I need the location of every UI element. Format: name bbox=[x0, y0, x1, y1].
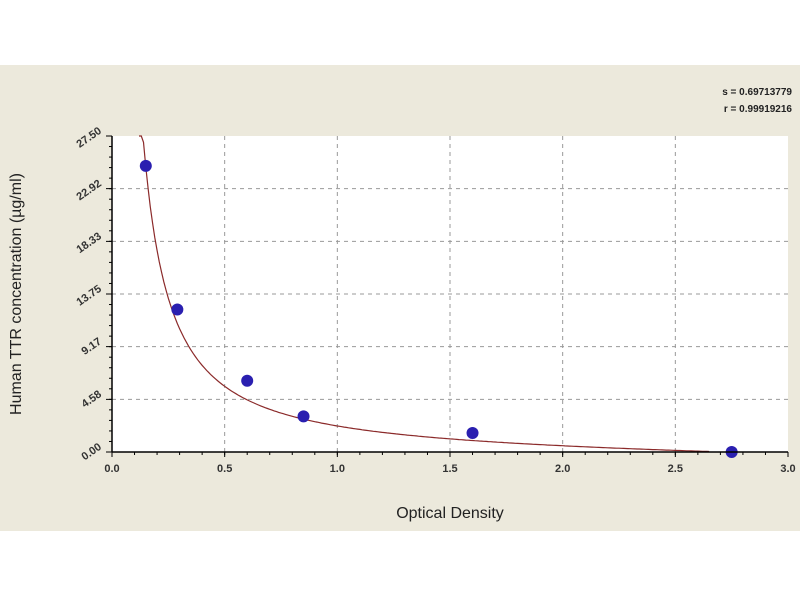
x-tick-label: 2.0 bbox=[555, 463, 570, 475]
y-tick-label: 22.92 bbox=[74, 178, 103, 204]
data-point bbox=[139, 159, 152, 172]
data-point bbox=[241, 374, 254, 387]
y-tick-label: 4.58 bbox=[79, 388, 103, 410]
y-tick-label: 27.50 bbox=[74, 125, 103, 151]
stat-r: r = 0.99919216 bbox=[724, 104, 793, 115]
data-point bbox=[297, 410, 310, 423]
y-tick-label: 18.33 bbox=[74, 230, 103, 256]
x-tick-label: 2.5 bbox=[668, 463, 683, 475]
x-tick-label: 0.5 bbox=[217, 463, 232, 475]
x-tick-label: 0.0 bbox=[104, 463, 119, 475]
data-point bbox=[171, 303, 184, 316]
y-tick-label: 13.75 bbox=[74, 283, 103, 309]
x-tick-label: 1.5 bbox=[442, 463, 457, 475]
x-axis-label: Optical Density bbox=[396, 505, 504, 522]
x-tick-label: 1.0 bbox=[330, 463, 345, 475]
y-tick-label: 9.17 bbox=[79, 336, 103, 358]
y-axis-label: Human TTR concentration (µg/ml) bbox=[8, 173, 25, 415]
x-tick-label: 3.0 bbox=[780, 463, 795, 475]
fit-curve-group bbox=[139, 135, 710, 453]
y-tick-label: 0.00 bbox=[79, 441, 103, 463]
data-points bbox=[139, 159, 738, 458]
grid bbox=[112, 136, 788, 452]
stat-s: s = 0.69713779 bbox=[722, 87, 792, 98]
data-point bbox=[466, 427, 479, 440]
fit-curve bbox=[139, 135, 710, 453]
